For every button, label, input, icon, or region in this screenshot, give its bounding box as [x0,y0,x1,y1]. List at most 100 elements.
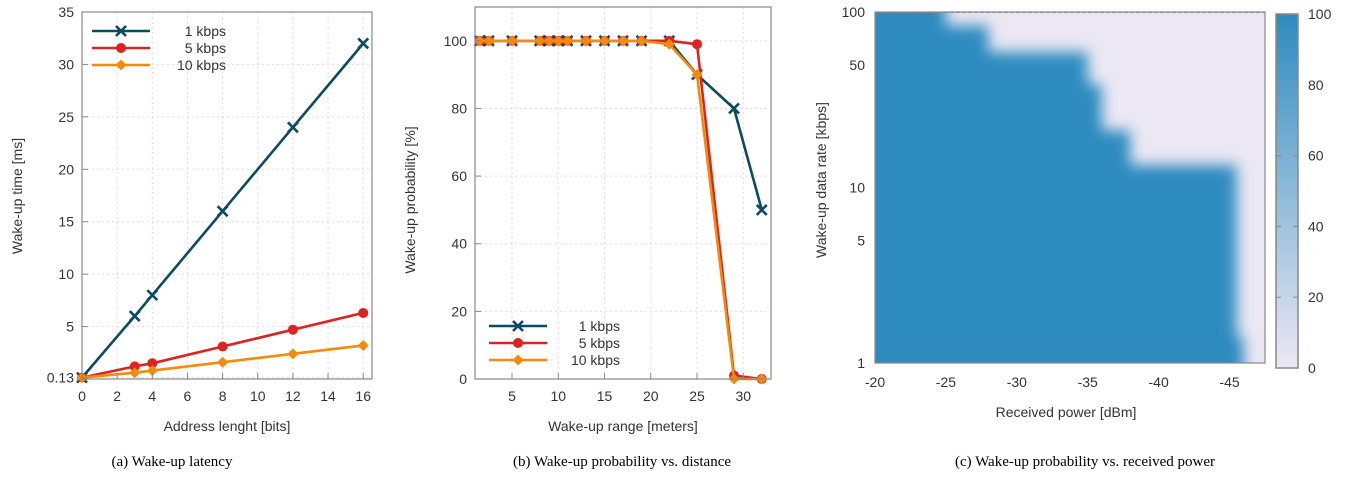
data-point [580,35,592,47]
x-tick-label: 6 [184,388,192,404]
series-line [479,39,764,211]
data-point-stroke [128,310,141,323]
heatmap-cell [875,275,1237,338]
y-tick-label: 100 [444,33,468,49]
data-point [636,35,647,47]
x-tick-label: 2 [113,388,121,404]
chart-b-probability-distance: 5 10 15 20 25 30 0 20 40 60 80 100 Wake-up range [… [402,6,772,470]
chart-b-caption: (b) Wake-up probability vs. distance [513,454,731,470]
chart-c-x-axis-label: Received power [dBm] [996,404,1137,420]
colorbar-bar [1275,13,1299,369]
y-tick-label: 100 [842,4,866,20]
data-point [287,324,298,335]
series-line [81,42,365,379]
x-tick-label: 4 [148,388,156,404]
x-tick-label: 15 [597,388,613,404]
chart-b-y-ticks: 0 20 40 60 80 100 [444,33,481,387]
data-point-stroke [286,121,299,134]
data-point [217,356,229,368]
x-tick-label: 10 [550,388,566,404]
data-point [129,361,140,372]
heatmap-cell [875,52,1088,86]
y-tick-label: 25 [58,109,74,125]
legend-marker [513,338,523,348]
chart-a-caption: (a) Wake-up latency [112,454,233,470]
colorbar-tick-label: 80 [1308,77,1324,93]
y-tick-label: 30 [58,56,74,72]
chart-a-grid [81,11,372,379]
legend-marker-stroke [512,320,524,332]
data-point [691,69,703,81]
chart-b-y-axis-label: Wake-up probability [%] [402,126,418,273]
data-point [357,37,370,50]
data-point-stroke [357,37,370,50]
colorbar-tick-label: 60 [1308,148,1324,164]
heatmap-cell [875,130,1131,167]
y-tick-label: 1 [857,355,865,371]
x-tick-label: -45 [1219,374,1239,390]
chart-b-x-axis-label: Wake-up range [meters] [548,418,698,434]
y-tick-label: 60 [451,168,467,184]
legend-marker [116,43,126,53]
chart-b-series [473,34,768,385]
chart-a-series [76,37,370,384]
heatmap-cell [875,165,1237,182]
y-tick-label: 5 [66,319,74,335]
data-point [692,39,702,50]
x-tick-label: 25 [689,388,705,404]
data-point [147,358,158,369]
chart-c-y-axis-label: Wake-up data rate [kbps] [813,102,829,258]
heatmap-cell [875,12,946,27]
x-tick-label: 10 [250,388,266,404]
legend-label: 1 kbps [579,318,620,334]
data-point [617,35,629,47]
data-point [217,341,228,352]
y-tick-label: 20 [451,303,467,319]
legend-marker [512,320,524,332]
heatmap-cells [875,12,1244,363]
data-point-stroke [755,203,768,216]
data-point [357,339,369,351]
chart-c-y-ticks: 1 5 10 50 100 [842,4,866,371]
y-tick-label: 80 [451,100,467,116]
data-point [287,348,299,360]
legend-marker-stroke [115,25,127,37]
heatmap-cell [875,213,1237,277]
heatmap-cell [875,180,1237,215]
y-tick-label: 35 [58,4,74,20]
data-point [506,35,518,47]
y-tick-label: 15 [58,214,74,230]
y-tick-label: 0.13 [47,370,74,386]
y-tick-label: 5 [857,232,865,248]
x-tick-label: 12 [285,388,301,404]
x-tick-label: 8 [219,388,227,404]
y-tick-label: 20 [58,161,74,177]
chart-a-plot-frame [81,11,373,380]
chart-c-x-ticks: -20 -25 -30 -35 -40 -45 [865,374,1240,390]
heatmap-cell [875,84,1102,132]
chart-c-heatmap: -20 -25 -30 -35 -40 -45 1 5 10 50 100 Received po… [813,4,1332,470]
series-line [81,344,364,379]
x-tick-label: 16 [355,388,371,404]
data-point-stroke [728,102,740,115]
x-tick-label: 5 [508,388,516,404]
x-tick-label: -20 [865,374,885,390]
x-tick-label: -25 [936,374,956,390]
data-point [358,307,369,318]
colorbar: 0 20 40 60 80 100 [1275,6,1332,376]
heatmap-cell [875,336,1244,363]
chart-a-latency: 0 2 4 6 8 10 12 14 16 0.13 5 10 15 20 25 30 35 Address … [9,4,373,470]
x-tick-label: 14 [320,388,336,404]
legend-label: 1 kbps [185,23,226,39]
data-point-stroke [216,205,229,218]
series-line [81,311,364,379]
legend-label: 10 kbps [177,57,226,73]
data-point [543,35,555,47]
colorbar-tick-label: 40 [1308,218,1324,234]
data-point [728,102,740,115]
colorbar-tick-label: 0 [1308,360,1316,376]
heatmap-cell [875,25,989,54]
data-point [483,35,495,47]
